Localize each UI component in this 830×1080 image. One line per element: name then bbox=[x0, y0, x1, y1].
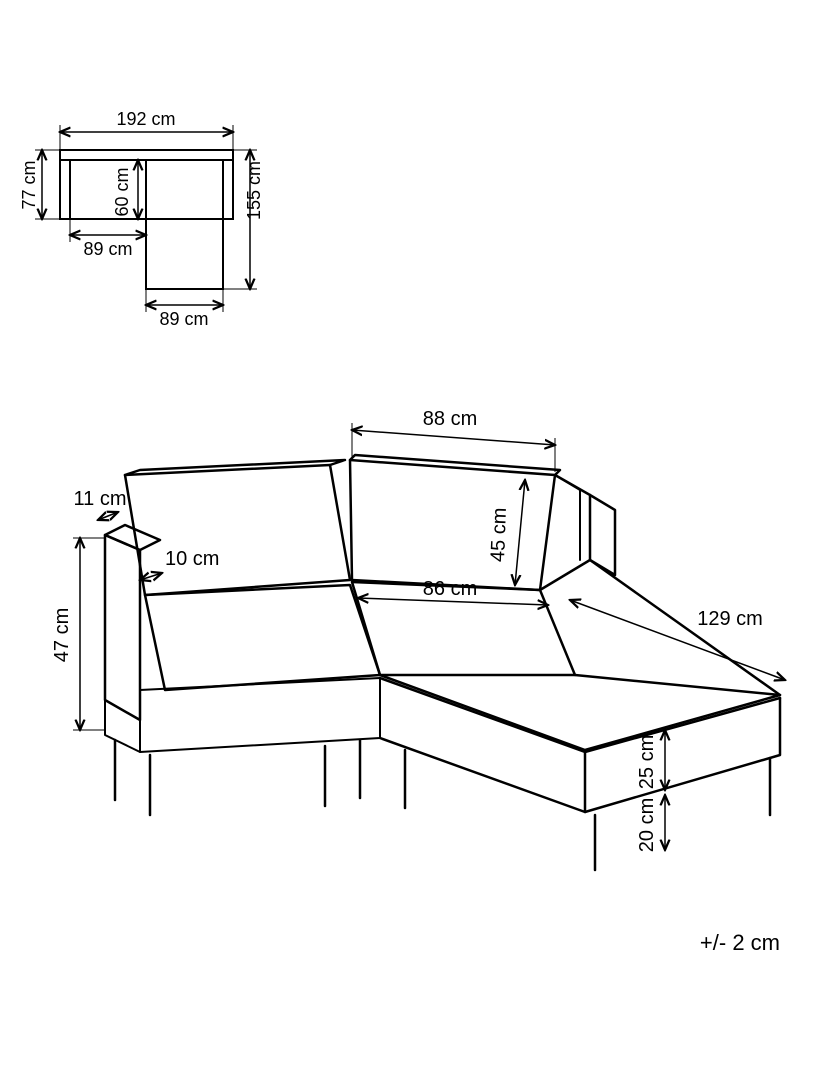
label-20: 20 cm bbox=[636, 798, 658, 852]
label-77: 77 cm bbox=[19, 160, 39, 209]
label-89-bottom: 89 cm bbox=[159, 309, 208, 329]
perspective-view: 88 cm 11 cm 10 cm 45 cm 86 cm 129 cm 47 … bbox=[51, 408, 785, 870]
diagram-stage: 192 cm 77 cm 60 cm 89 cm 155 cm 89 cm bbox=[0, 0, 830, 1080]
label-45: 45 cm bbox=[487, 507, 511, 562]
label-88: 88 cm bbox=[423, 408, 477, 430]
tolerance-note: +/- 2 cm bbox=[700, 930, 780, 955]
label-60: 60 cm bbox=[112, 167, 132, 216]
label-155: 155 cm bbox=[244, 161, 264, 220]
label-192: 192 cm bbox=[116, 109, 175, 129]
label-25: 25 cm bbox=[636, 735, 658, 789]
label-11: 11 cm bbox=[74, 488, 127, 510]
label-86: 86 cm bbox=[423, 578, 477, 600]
label-47: 47 cm bbox=[51, 608, 73, 662]
top-view: 192 cm 77 cm 60 cm 89 cm 155 cm 89 cm bbox=[19, 109, 264, 329]
label-89-left: 89 cm bbox=[83, 239, 132, 259]
label-129: 129 cm bbox=[697, 608, 763, 630]
dimension-drawing-svg: 192 cm 77 cm 60 cm 89 cm 155 cm 89 cm bbox=[0, 0, 830, 1080]
label-10: 10 cm bbox=[165, 548, 219, 570]
